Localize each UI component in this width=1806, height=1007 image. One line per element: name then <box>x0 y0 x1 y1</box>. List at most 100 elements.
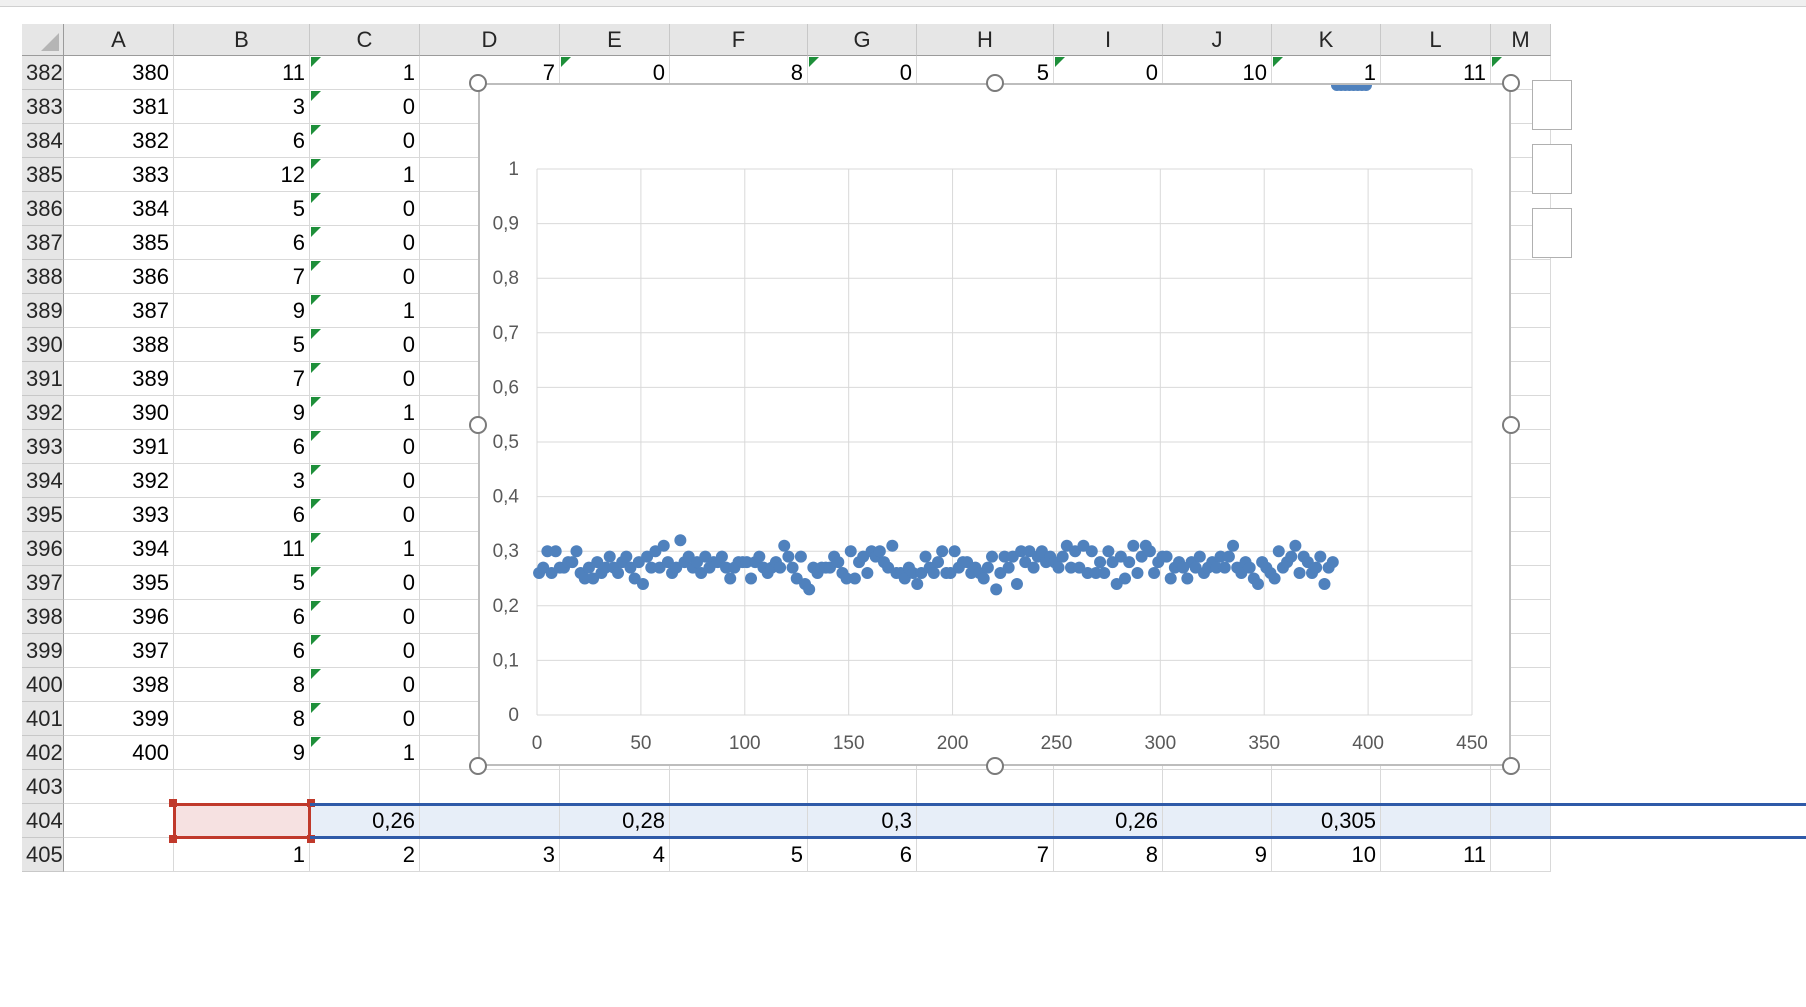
row-header[interactable]: 399 <box>22 634 64 668</box>
cell-k404[interactable]: 0,305 <box>1272 804 1381 838</box>
row-header[interactable]: 390 <box>22 328 64 362</box>
row-header[interactable]: 389 <box>22 294 64 328</box>
cell-f405[interactable]: 5 <box>670 838 808 872</box>
cell-b405[interactable]: 1 <box>174 838 310 872</box>
cell-b387[interactable]: 6 <box>174 226 310 260</box>
column-header-k[interactable]: K <box>1272 24 1381 56</box>
cell-b383[interactable]: 3 <box>174 90 310 124</box>
cell-i405[interactable]: 8 <box>1054 838 1163 872</box>
cell-b390[interactable]: 5 <box>174 328 310 362</box>
row-header[interactable]: 385 <box>22 158 64 192</box>
row-header[interactable]: 400 <box>22 668 64 702</box>
cell-c405[interactable]: 2 <box>310 838 420 872</box>
cell-c396[interactable]: 1 <box>310 532 420 566</box>
cell-m403[interactable] <box>1491 770 1551 804</box>
chart-resize-handle[interactable] <box>1502 74 1520 92</box>
select-all-corner[interactable] <box>22 24 64 56</box>
selection-handle[interactable] <box>169 799 177 807</box>
cell-e405[interactable]: 4 <box>560 838 670 872</box>
cell-b403[interactable] <box>174 770 310 804</box>
cell-a384[interactable]: 382 <box>64 124 174 158</box>
cell-c393[interactable]: 0 <box>310 430 420 464</box>
row-header[interactable]: 382 <box>22 56 64 90</box>
row-header[interactable]: 401 <box>22 702 64 736</box>
cell-b393[interactable]: 6 <box>174 430 310 464</box>
chart-resize-handle[interactable] <box>1502 757 1520 775</box>
cell-c386[interactable]: 0 <box>310 192 420 226</box>
cell-c394[interactable]: 0 <box>310 464 420 498</box>
cell-m394[interactable] <box>1491 464 1551 498</box>
cell-f403[interactable] <box>670 770 808 804</box>
cell-a404[interactable] <box>64 804 174 838</box>
cell-m402[interactable] <box>1491 736 1551 770</box>
cell-b394[interactable]: 3 <box>174 464 310 498</box>
cell-h405[interactable]: 7 <box>917 838 1054 872</box>
column-header-l[interactable]: L <box>1381 24 1491 56</box>
cell-a396[interactable]: 394 <box>64 532 174 566</box>
cell-b401[interactable]: 8 <box>174 702 310 736</box>
cell-m401[interactable] <box>1491 702 1551 736</box>
cell-c401[interactable]: 0 <box>310 702 420 736</box>
cell-a387[interactable]: 385 <box>64 226 174 260</box>
cell-d403[interactable] <box>420 770 560 804</box>
cell-c398[interactable]: 0 <box>310 600 420 634</box>
cell-c397[interactable]: 0 <box>310 566 420 600</box>
cell-i403[interactable] <box>1054 770 1163 804</box>
cell-l405[interactable]: 11 <box>1381 838 1491 872</box>
cell-a402[interactable]: 400 <box>64 736 174 770</box>
cell-a398[interactable]: 396 <box>64 600 174 634</box>
cell-b397[interactable]: 5 <box>174 566 310 600</box>
cell-m391[interactable] <box>1491 362 1551 396</box>
cell-c399[interactable]: 0 <box>310 634 420 668</box>
cell-b399[interactable]: 6 <box>174 634 310 668</box>
cell-c390[interactable]: 0 <box>310 328 420 362</box>
cell-b402[interactable]: 9 <box>174 736 310 770</box>
row-header[interactable]: 388 <box>22 260 64 294</box>
column-header-f[interactable]: F <box>670 24 808 56</box>
column-header-c[interactable]: C <box>310 24 420 56</box>
cell-m404[interactable] <box>1491 804 1551 838</box>
cell-m405[interactable] <box>1491 838 1551 872</box>
row-header[interactable]: 398 <box>22 600 64 634</box>
cell-j405[interactable]: 9 <box>1163 838 1272 872</box>
cell-m388[interactable] <box>1491 260 1551 294</box>
cell-b392[interactable]: 9 <box>174 396 310 430</box>
cell-c384[interactable]: 0 <box>310 124 420 158</box>
column-header-j[interactable]: J <box>1163 24 1272 56</box>
cell-c385[interactable]: 1 <box>310 158 420 192</box>
row-header[interactable]: 394 <box>22 464 64 498</box>
cell-b386[interactable]: 5 <box>174 192 310 226</box>
cell-m398[interactable] <box>1491 600 1551 634</box>
cell-a394[interactable]: 392 <box>64 464 174 498</box>
active-cell-b404[interactable] <box>173 803 311 839</box>
cell-b388[interactable]: 7 <box>174 260 310 294</box>
cell-c402[interactable]: 1 <box>310 736 420 770</box>
cell-e403[interactable] <box>560 770 670 804</box>
row-header[interactable]: 383 <box>22 90 64 124</box>
row-header[interactable]: 393 <box>22 430 64 464</box>
cell-a385[interactable]: 383 <box>64 158 174 192</box>
cell-d405[interactable]: 3 <box>420 838 560 872</box>
cell-d404[interactable] <box>420 804 560 838</box>
row-header[interactable]: 392 <box>22 396 64 430</box>
cell-h403[interactable] <box>917 770 1054 804</box>
cell-a405[interactable] <box>64 838 174 872</box>
cell-b384[interactable]: 6 <box>174 124 310 158</box>
row-header[interactable]: 403 <box>22 770 64 804</box>
cell-a393[interactable]: 391 <box>64 430 174 464</box>
cell-m382[interactable] <box>1491 56 1551 90</box>
cell-m393[interactable] <box>1491 430 1551 464</box>
cell-a388[interactable]: 386 <box>64 260 174 294</box>
cell-b391[interactable]: 7 <box>174 362 310 396</box>
row-header[interactable]: 395 <box>22 498 64 532</box>
cell-b395[interactable]: 6 <box>174 498 310 532</box>
chart-resize-handle[interactable] <box>1502 415 1520 434</box>
cell-a403[interactable] <box>64 770 174 804</box>
cell-a386[interactable]: 384 <box>64 192 174 226</box>
cell-a391[interactable]: 389 <box>64 362 174 396</box>
column-header-h[interactable]: H <box>917 24 1054 56</box>
cell-a395[interactable]: 393 <box>64 498 174 532</box>
cell-b382[interactable]: 11 <box>174 56 310 90</box>
cell-c403[interactable] <box>310 770 420 804</box>
column-header-d[interactable]: D <box>420 24 560 56</box>
